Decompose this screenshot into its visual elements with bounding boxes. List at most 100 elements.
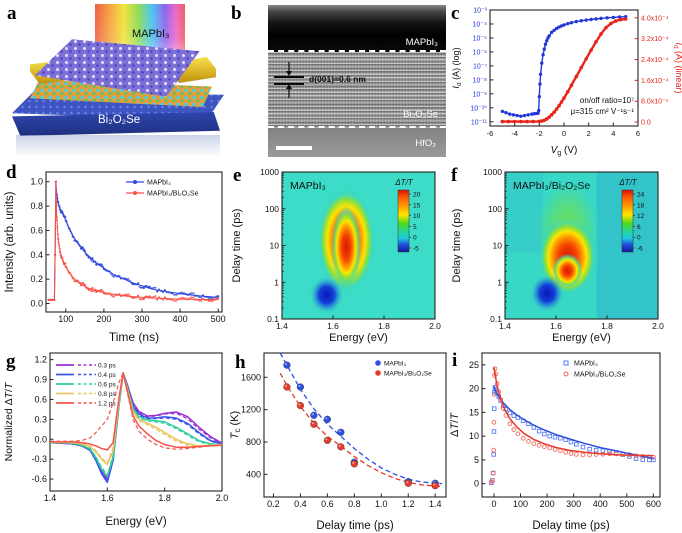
log-curve-marker — [500, 109, 505, 114]
tem-mapbi3-region — [268, 5, 446, 52]
tick-label: 400 — [246, 469, 261, 479]
tick-label: 0.6 — [34, 394, 47, 404]
x-axis-label: Energy (eV) — [329, 332, 388, 344]
noise-point — [101, 263, 103, 266]
circle-marker-hetero — [587, 452, 592, 458]
circle-marker-hetero — [568, 451, 574, 456]
circle-marker-hetero — [563, 449, 569, 455]
tick-label: 0 — [474, 479, 479, 489]
colorbar-tick: 12 — [637, 213, 645, 220]
colorbar-tick: 24 — [637, 192, 645, 199]
log-curve-marker — [554, 26, 559, 31]
colorbar-tick: 5 — [413, 224, 417, 231]
y-axis-label: ΔT/T — [449, 412, 461, 437]
legend-label: 1.2 ps — [98, 401, 116, 408]
linear-curve-marker — [547, 115, 551, 119]
legend-label: 0.8 ps — [98, 391, 116, 398]
linear-curve-marker — [559, 100, 564, 104]
colorbar — [397, 189, 410, 253]
log-curve-marker — [522, 113, 527, 118]
circle-marker-hetero — [542, 444, 547, 450]
decay-marker — [114, 293, 117, 296]
panel-label-d: d — [6, 162, 17, 183]
decay-marker — [217, 297, 220, 300]
lattice-spacing-arrows — [286, 62, 292, 98]
decay-marker — [131, 296, 134, 299]
tick-label: 10 — [270, 241, 280, 251]
tick-label: 1000 — [483, 167, 502, 177]
log-curve-marker — [515, 113, 519, 118]
decay-marker — [217, 295, 220, 298]
tick-label: 1.4 — [276, 321, 288, 331]
circle-marker-hetero — [573, 452, 579, 457]
tick-label: 0.2 — [30, 274, 43, 284]
tick-label: 15 — [469, 407, 479, 417]
tick-label: 0.2 — [267, 499, 280, 509]
tick-label: 8.0x10⁻⁵ — [641, 99, 669, 106]
decay-marker — [137, 282, 140, 285]
decay-marker — [91, 286, 94, 290]
square-marker-mapbi3 — [640, 457, 645, 462]
decay-marker — [64, 265, 67, 268]
mapbi3-label: MAPbI₃ — [132, 28, 170, 40]
tem-hfo2-region — [268, 128, 446, 157]
noise-point — [181, 291, 183, 294]
decay-marker — [156, 298, 159, 301]
data-point-hetero — [296, 401, 305, 410]
tick-label: 6 — [636, 129, 640, 138]
noise-point — [207, 297, 210, 300]
decay-marker — [83, 249, 86, 253]
interface-dashed-line-top — [268, 50, 446, 52]
colorbar-tick: 0 — [413, 235, 417, 242]
interface-dashed-line-bottom — [268, 126, 446, 128]
noise-point — [112, 275, 115, 278]
decay-marker — [64, 219, 67, 222]
fit-line-hetero — [493, 367, 654, 457]
square-marker-mapbi3 — [547, 433, 552, 439]
decay-marker — [131, 282, 134, 285]
linear-curve-marker — [618, 17, 623, 22]
tick-label: 1.4 — [429, 499, 442, 509]
noise-point — [138, 285, 141, 288]
tick-label: 1.0 — [375, 499, 388, 509]
decay-marker — [76, 279, 79, 282]
tick-label: 1000 — [260, 167, 279, 177]
spectrum-solid-1 — [49, 372, 223, 484]
data-point-hetero — [323, 436, 331, 444]
y-axis-label: Normalized ΔT/T — [3, 381, 15, 461]
square-marker-mapbi3 — [507, 410, 513, 416]
log-curve-marker — [549, 30, 554, 35]
d-spacing-annotation: d(001)=0.6 nm — [309, 74, 366, 84]
tick-label: 1.2 — [402, 499, 415, 509]
spectrum-fit-4 — [50, 372, 223, 450]
noise-point — [90, 259, 93, 262]
log-curve-marker — [538, 82, 542, 86]
tem-mapbi3-label: MAPbI₃ — [405, 37, 438, 48]
log-curve-marker — [508, 112, 512, 116]
circle-marker-hetero — [490, 470, 496, 476]
decay-marker — [72, 277, 75, 280]
decay-marker — [54, 253, 57, 256]
panel-label-h: h — [235, 352, 246, 373]
linear-curve-marker — [599, 32, 603, 36]
tick-label: 600 — [646, 499, 661, 509]
decay-marker — [58, 251, 62, 254]
panel-g-ta-spectra: 1.4 1.6 1.8 2.0 1.2 0.9 0.6 0.3 0.0 -0.3 -0.6 0.3 p… — [3, 352, 228, 528]
plot-frame — [263, 352, 447, 498]
square-marker-mapbi3 — [552, 434, 558, 440]
legend-label: 0.4 ps — [98, 372, 116, 379]
log-curve-marker — [541, 53, 545, 57]
tick-label: -6 — [487, 129, 494, 138]
noise-point — [111, 274, 114, 277]
tick-label: 2 — [587, 129, 591, 138]
spectrum-fit-3 — [50, 372, 223, 464]
tick-label: 1.8 — [158, 493, 171, 503]
x-axis-label: Time (ns) — [109, 330, 159, 344]
decay-marker — [79, 247, 83, 250]
legend-marker — [133, 191, 137, 195]
log-curve-marker — [611, 15, 616, 20]
tick-label: 10⁻¹¹ — [471, 119, 488, 126]
decay-marker — [114, 274, 117, 277]
linear-curve-marker — [552, 110, 556, 114]
